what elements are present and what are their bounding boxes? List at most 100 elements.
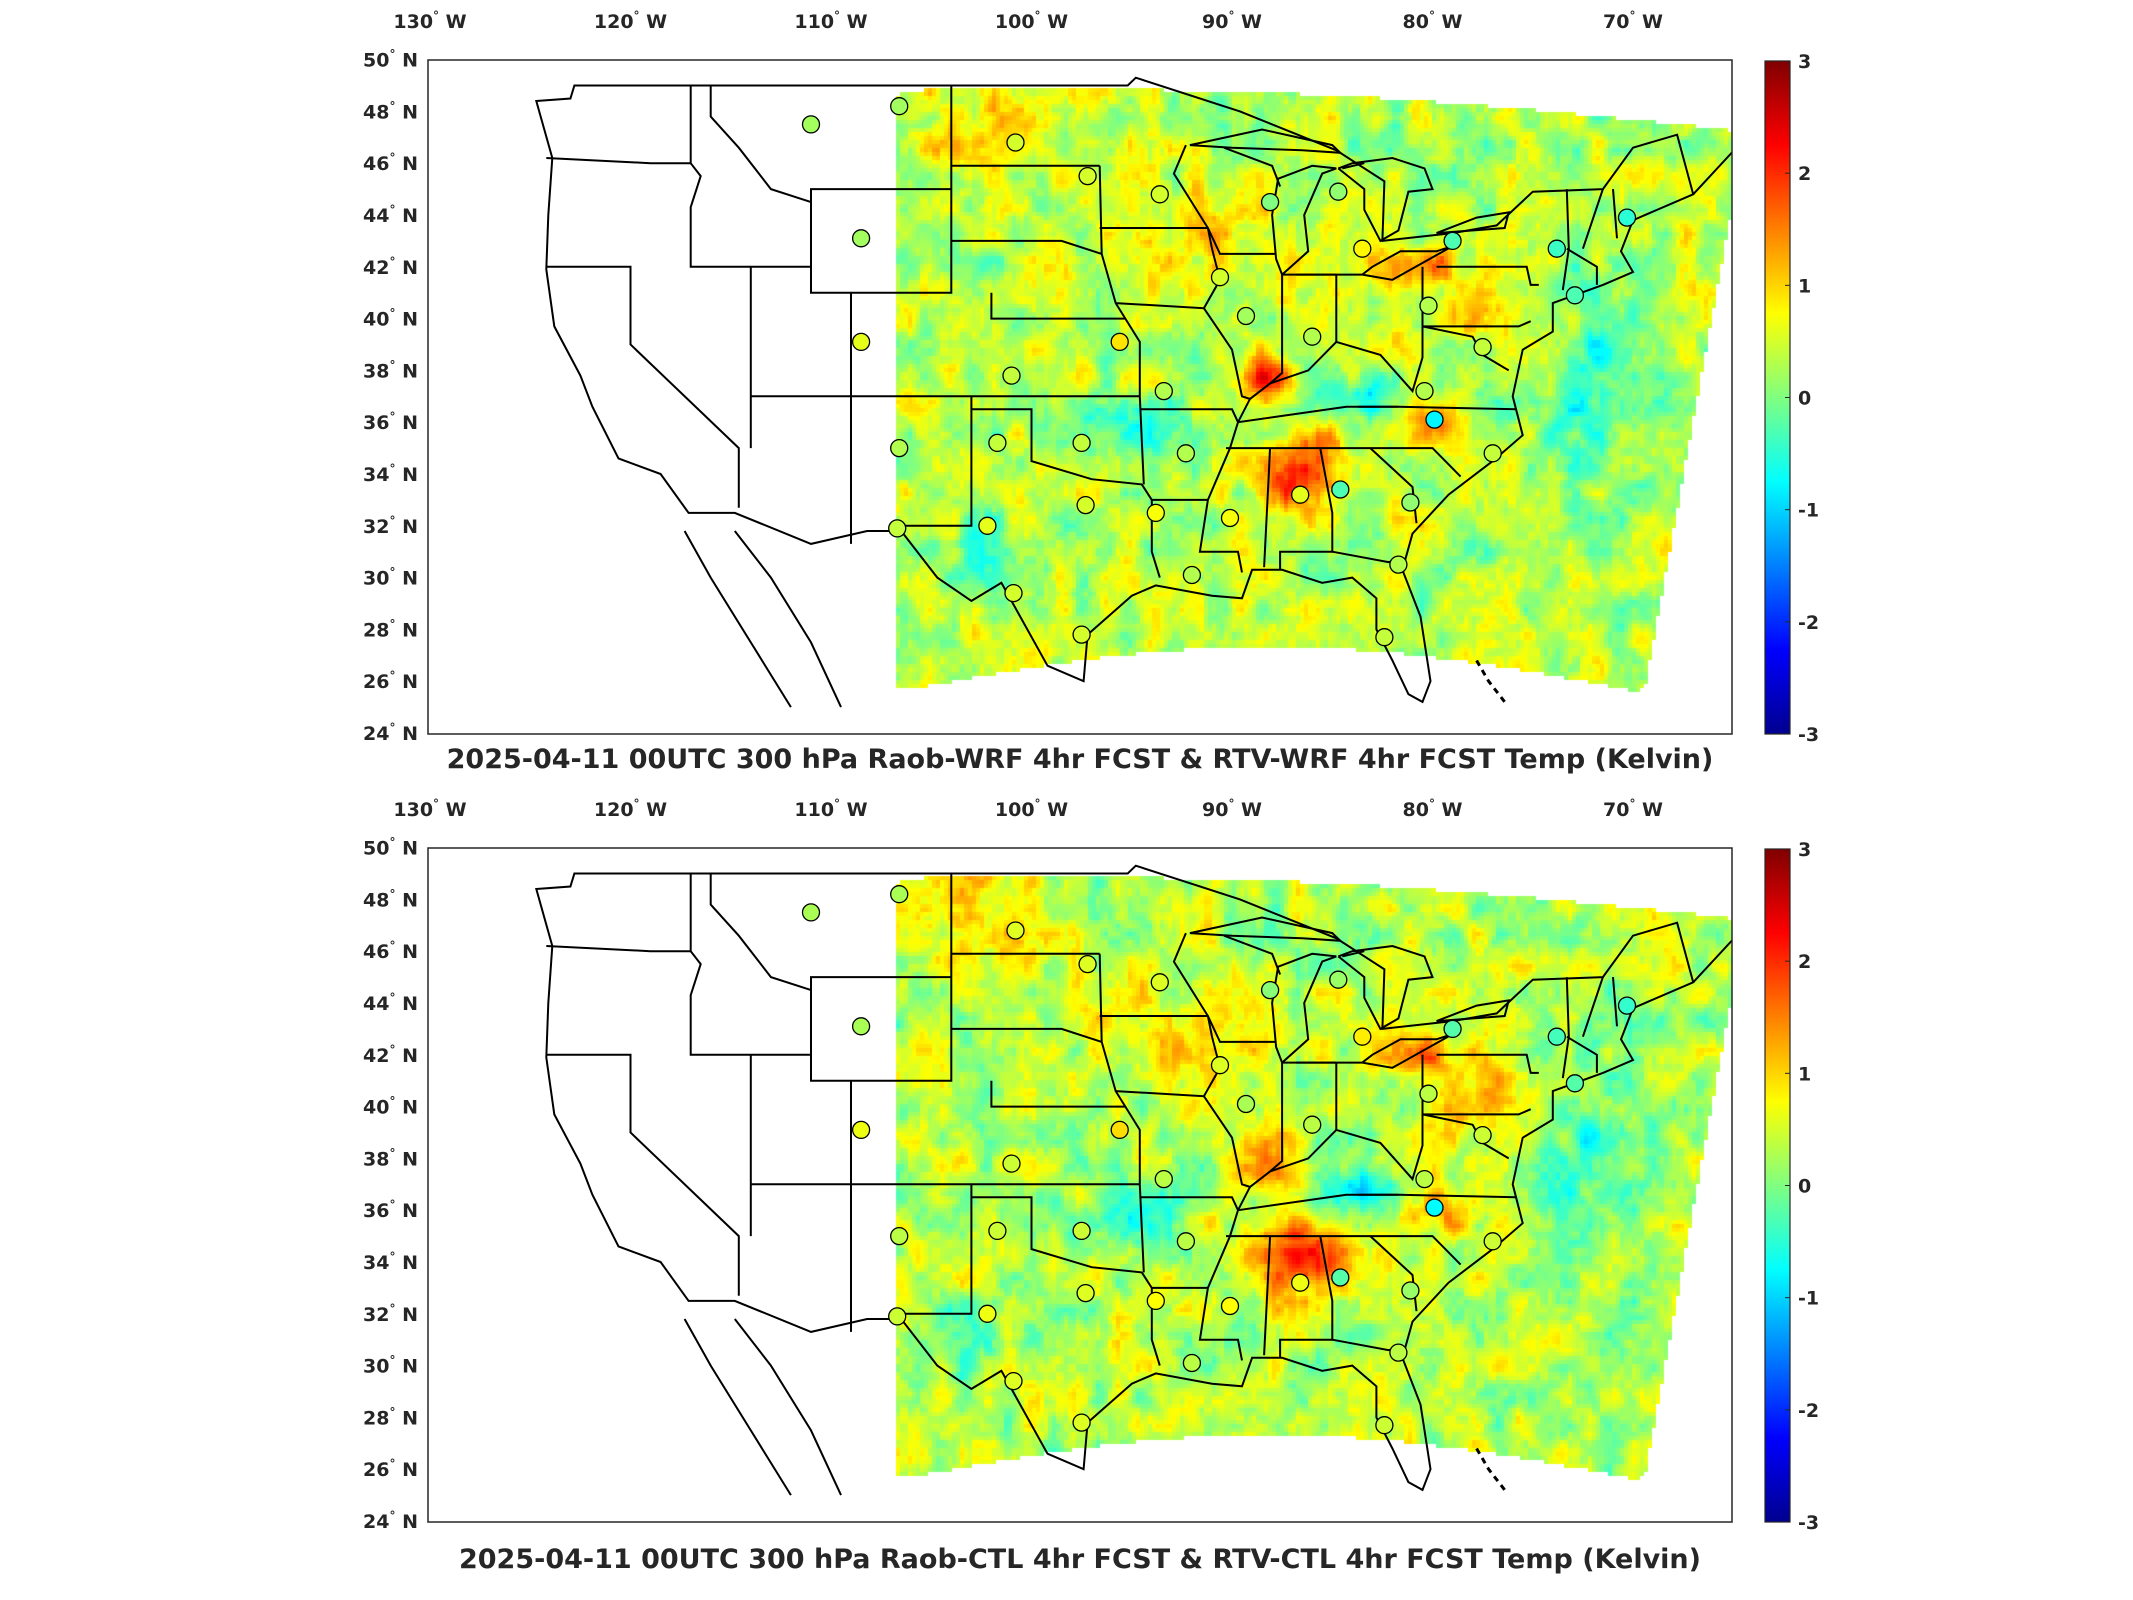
state-border [1342, 162, 1365, 170]
raob-station-marker [1236, 306, 1256, 326]
raob-station-marker [1303, 1115, 1322, 1134]
raob-station-marker [1072, 433, 1091, 453]
raob-station-marker [1353, 239, 1372, 258]
latitude-tick-label: 24° N [363, 1509, 418, 1533]
latitude-tick-label: 46° N [363, 939, 418, 963]
coastline [683, 1318, 792, 1496]
raob-station-marker [1419, 296, 1438, 315]
latitude-tick-label: 32° N [363, 514, 418, 538]
map-panel-bottom: 130° W 120° W 110° W 100° W 90° W 80° W 70° W 5… [0, 788, 2133, 1588]
state-border [1581, 976, 1604, 1038]
state-border [1139, 405, 1517, 424]
raob-station-marker [1329, 182, 1348, 201]
longitude-tick-label: 90° W [1202, 797, 1262, 821]
great-lake-outline [1189, 916, 1343, 942]
state-border [1561, 977, 1570, 1079]
colorbar-tick-label: -3 [1798, 724, 1819, 746]
latitude-tick-label: 42° N [363, 1043, 418, 1067]
great-lake-outline [1361, 1033, 1454, 1069]
latitude-tick-label: 46° N [363, 151, 418, 175]
great-lake-outline [1271, 952, 1337, 1064]
latitude-tick-label: 28° N [363, 1405, 418, 1429]
state-border [1269, 274, 1284, 385]
latitude-tick-label: 34° N [363, 1250, 418, 1274]
raob-station-marker [1331, 480, 1350, 499]
coastline [535, 864, 1695, 1492]
raob-station-marker [1401, 493, 1420, 512]
colorbar-tick-label: -1 [1798, 500, 1819, 522]
raob-station-marker [1547, 1027, 1566, 1046]
state-border [1138, 396, 1145, 485]
raob-station-marker [1004, 583, 1023, 603]
raob-station-marker [1072, 625, 1091, 644]
colorbar-tick-label: 3 [1798, 839, 1811, 861]
raob-station-marker [888, 1307, 907, 1326]
latitude-tick-label: 36° N [363, 410, 418, 434]
coastline [1692, 938, 1732, 983]
coastline [1692, 150, 1732, 195]
raob-station-marker [1154, 1169, 1173, 1189]
state-border [1335, 274, 1424, 394]
raob-station-marker [1483, 444, 1502, 463]
state-border [1172, 144, 1209, 229]
raob-station-marker [1401, 1281, 1420, 1300]
longitude-tick-label: 110° W [794, 797, 867, 821]
state-border [1099, 227, 1277, 255]
state-border [1369, 1235, 1418, 1312]
coastline [535, 76, 1695, 704]
raob-station-marker [1004, 1371, 1023, 1391]
raob-station-marker [978, 1304, 997, 1323]
state-border [1269, 1062, 1284, 1173]
great-lake-outline [1337, 944, 1434, 1031]
latitude-tick-label: 38° N [363, 1146, 418, 1170]
raob-station-marker [801, 903, 821, 922]
raob-station-marker [890, 97, 909, 116]
latitude-tick-label: 24° N [363, 721, 418, 745]
raob-station-marker [1617, 208, 1637, 227]
state-border [1099, 1015, 1277, 1043]
state-border [810, 85, 953, 294]
raob-station-marker [988, 1221, 1007, 1241]
raob-station-marker [988, 433, 1007, 453]
raob-station-marker [1331, 1268, 1350, 1287]
raob-station-marker [1419, 1084, 1438, 1103]
raob-station-marker [1110, 332, 1129, 352]
longitude-tick-label: 70° W [1603, 9, 1663, 33]
state-border [1369, 447, 1418, 524]
latitude-tick-label: 42° N [363, 255, 418, 279]
state-border [1436, 1053, 1539, 1074]
raob-station-marker [1443, 231, 1462, 251]
state-border [1436, 265, 1539, 286]
state-border [1421, 266, 1532, 328]
latitude-tick-label: 48° N [363, 887, 418, 911]
state-border [546, 945, 691, 953]
latitude-tick-label: 32° N [363, 1302, 418, 1326]
map-frame [427, 59, 1733, 735]
state-border [971, 1196, 1161, 1366]
state-border [1279, 1235, 1334, 1358]
raob-station-marker [1375, 1416, 1394, 1435]
colorbar-tick-label: 1 [1798, 275, 1811, 297]
raob-station-marker [888, 519, 907, 538]
raob-station-marker [1565, 286, 1585, 305]
state-border [1566, 1035, 1598, 1073]
state-border [1138, 1184, 1145, 1273]
latitude-tick-label: 50° N [363, 836, 418, 860]
raob-station-marker [1076, 1283, 1095, 1303]
raob-station-marker [1565, 1074, 1585, 1093]
state-border [1342, 950, 1365, 958]
raob-station-marker [1176, 444, 1196, 463]
longitude-tick-label: 80° W [1402, 797, 1462, 821]
raob-station-marker [851, 1120, 871, 1140]
raob-station-marker [1146, 1291, 1165, 1311]
great-lake-outline [1436, 211, 1511, 235]
latitude-tick-label: 40° N [363, 1095, 418, 1119]
state-border [1612, 189, 1618, 239]
state-border [810, 873, 953, 1082]
state-border [1139, 1193, 1517, 1212]
raob-station-marker [1617, 996, 1637, 1015]
coastline [734, 1318, 842, 1496]
state-border [951, 239, 1103, 255]
great-lake-outline [1271, 164, 1337, 276]
coastline [734, 530, 842, 708]
